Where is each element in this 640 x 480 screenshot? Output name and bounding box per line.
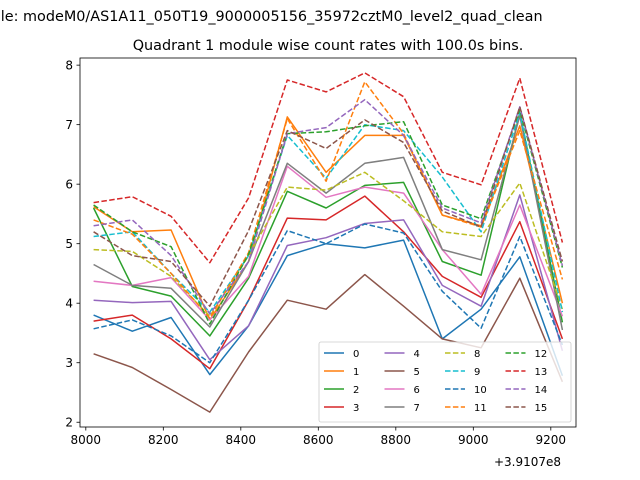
series-line-3 xyxy=(93,195,564,370)
legend-label-0: 0 xyxy=(353,349,359,360)
x-tick-label: 8400 xyxy=(226,433,257,447)
axes-layer: 8000 8200 8400 8600 8800 9000 9200 2 3 4 5 6 7 8 +3.91… xyxy=(65,57,577,469)
legend-label-7: 7 xyxy=(414,403,420,414)
legend-label-11: 11 xyxy=(474,403,487,414)
x-offset-label: +3.9107e8 xyxy=(494,455,561,469)
x-tick-label: 9200 xyxy=(536,433,567,447)
y-tick-label: 4 xyxy=(65,297,73,311)
series-line-13 xyxy=(93,72,564,264)
x-tick-label: 8600 xyxy=(303,433,334,447)
legend-label-5: 5 xyxy=(414,367,420,378)
legend-label-13: 13 xyxy=(535,367,548,378)
y-tick-label: 2 xyxy=(65,416,73,430)
legend-label-3: 3 xyxy=(353,403,359,414)
y-tick-label: 7 xyxy=(65,118,73,132)
legend-label-15: 15 xyxy=(535,403,548,414)
series-line-7 xyxy=(93,114,564,331)
x-tick-label: 9000 xyxy=(458,433,489,447)
x-tick-label: 8200 xyxy=(148,433,179,447)
series-layer xyxy=(92,72,564,413)
y-tick-label: 5 xyxy=(65,237,73,251)
x-tick-label: 8800 xyxy=(381,433,412,447)
x-tick-label: 8000 xyxy=(71,433,102,447)
legend-frame xyxy=(318,341,572,423)
series-line-10 xyxy=(93,223,564,364)
legend-label-8: 8 xyxy=(474,349,480,360)
series-line-11 xyxy=(93,81,564,319)
chart-suptitle: n file: modeM0/AS1A11_050T19_9000005156_… xyxy=(0,9,543,25)
legend-label-2: 2 xyxy=(353,385,359,396)
series-line-12 xyxy=(93,109,564,325)
axes-frame xyxy=(79,57,577,428)
legend-label-12: 12 xyxy=(535,349,548,360)
legend-label-9: 9 xyxy=(474,367,480,378)
series-line-4 xyxy=(93,194,564,361)
legend-label-10: 10 xyxy=(474,385,487,396)
chart-title: Quadrant 1 module wise count rates with … xyxy=(133,38,524,54)
y-tick-label: 6 xyxy=(65,177,73,191)
y-tick-label: 3 xyxy=(65,356,73,370)
legend-label-6: 6 xyxy=(414,385,420,396)
series-line-6 xyxy=(93,165,564,321)
series-line-14 xyxy=(93,98,564,315)
series-line-8 xyxy=(93,171,564,318)
legend-label-4: 4 xyxy=(414,349,420,360)
legend-label-14: 14 xyxy=(535,385,548,396)
y-tick-label: 8 xyxy=(65,58,73,72)
legend-label-1: 1 xyxy=(353,367,359,378)
series-line-2 xyxy=(92,112,564,337)
series-line-0 xyxy=(93,239,564,377)
